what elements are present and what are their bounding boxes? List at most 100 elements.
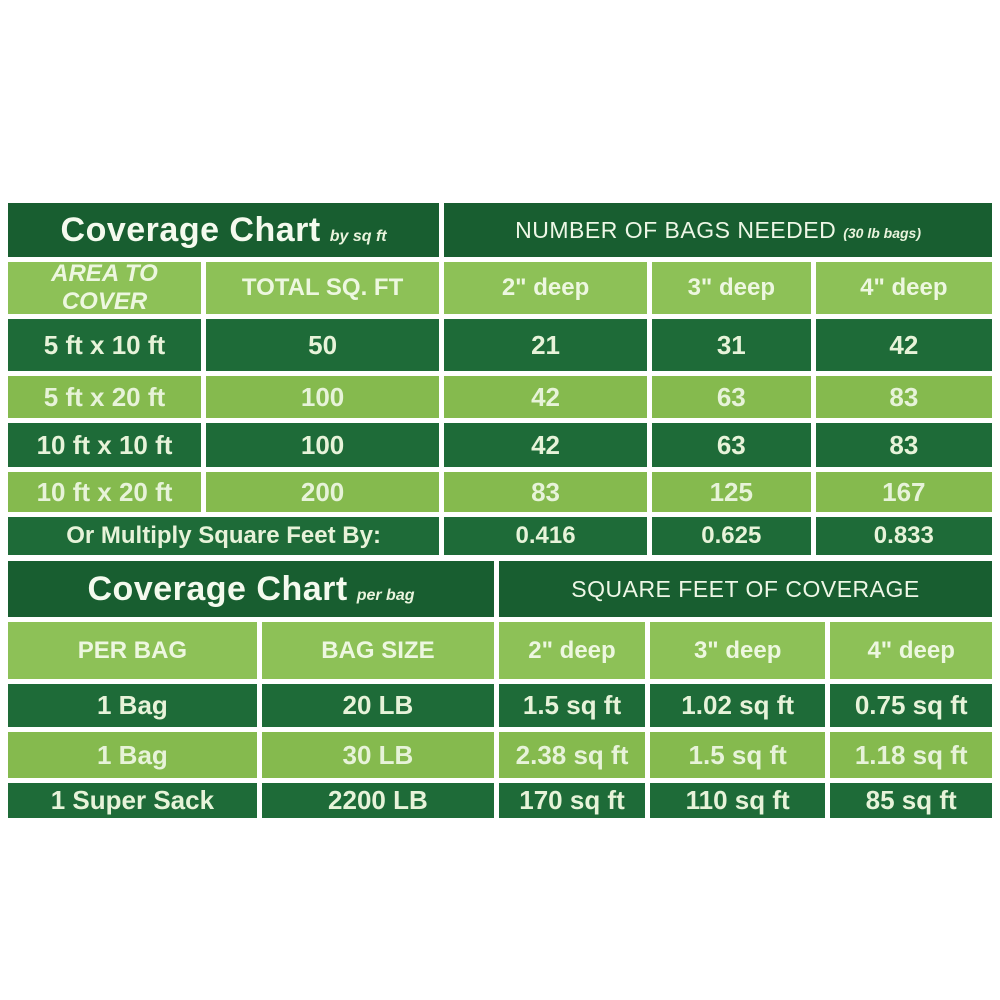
- table-cell: 110 sq ft: [649, 783, 826, 818]
- cell-value: 100: [300, 429, 345, 460]
- table-cell: 83: [815, 423, 992, 467]
- table-cell: 1.5 sq ft: [649, 732, 826, 778]
- table-cell: 63: [651, 423, 811, 467]
- table-cell: 2.38 sq ft: [499, 732, 645, 778]
- table1-value-header: NUMBER OF BAGS NEEDED: [515, 216, 837, 243]
- column-header-label: 3" deep: [687, 274, 775, 301]
- table-cell: 0.416: [444, 517, 647, 555]
- column-header-label: PER BAG: [77, 636, 188, 664]
- table-cell: 0.75 sq ft: [830, 684, 992, 727]
- table-cell: 42: [444, 423, 647, 467]
- table-cell: 1 Bag: [8, 732, 257, 778]
- cell-value: 1.5 sq ft: [688, 739, 787, 770]
- table-cell: 170 sq ft: [499, 783, 645, 818]
- cell-value: 1.02 sq ft: [681, 690, 795, 720]
- column-header-label: AREA TO COVER: [51, 262, 158, 314]
- cell-value: 1 Super Sack: [50, 785, 215, 815]
- cell-value: 63: [716, 381, 746, 412]
- table1-title-note: by sq ft: [329, 227, 387, 245]
- cell-value: 170 sq ft: [519, 785, 625, 815]
- cell-value: 0.416: [515, 522, 576, 549]
- table-cell: 5 ft x 20 ft: [8, 376, 201, 418]
- cell-value: 83: [889, 429, 919, 460]
- footer-label: Or Multiply Square Feet By:: [66, 522, 381, 549]
- table1-colheader-area: AREA TO COVER: [8, 262, 201, 314]
- table-cell: 21: [444, 319, 647, 371]
- table-cell: 2200 LB: [261, 783, 495, 818]
- cell-value: 5 ft x 10 ft: [43, 329, 166, 360]
- table-cell: 50: [205, 319, 440, 371]
- coverage-by-sqft-table: Coverage Chart by sq ft NUMBER OF BAGS N…: [8, 203, 992, 555]
- table2-colheader-2deep: 2" deep: [499, 622, 645, 679]
- table-cell: 10 ft x 10 ft: [8, 423, 201, 467]
- column-header-label: BAG SIZE: [321, 636, 435, 664]
- table-cell: 1.18 sq ft: [830, 732, 992, 778]
- table-cell: 167: [815, 472, 992, 512]
- cell-value: 10 ft x 20 ft: [36, 476, 173, 507]
- table-cell: 0.833: [815, 517, 992, 555]
- cell-value: 125: [709, 476, 753, 507]
- table1-colheader-2deep: 2" deep: [444, 262, 647, 314]
- table2-value-header: SQUARE FEET OF COVERAGE: [571, 575, 920, 602]
- table1-title: Coverage Chart: [60, 210, 321, 249]
- cell-value: 2.38 sq ft: [515, 739, 629, 770]
- table2-colheader-bagsize: BAG SIZE: [261, 622, 495, 679]
- cell-value: 10 ft x 10 ft: [36, 429, 173, 460]
- cell-value: 0.75 sq ft: [854, 690, 968, 720]
- table1-footer-label-cell: Or Multiply Square Feet By:: [8, 517, 440, 555]
- table-cell: 83: [815, 376, 992, 418]
- table1-colheader-4deep: 4" deep: [815, 262, 992, 314]
- cell-value: 0.833: [873, 522, 934, 549]
- table1-value-header-note: (30 lb bags): [843, 224, 921, 241]
- chart-wrap: Coverage Chart by sq ft NUMBER OF BAGS N…: [8, 203, 992, 818]
- cell-value: 42: [531, 429, 560, 460]
- cell-value: 42: [889, 329, 919, 360]
- cell-value: 20 LB: [342, 690, 414, 720]
- column-header-label: 4" deep: [867, 636, 955, 664]
- cell-value: 83: [889, 381, 919, 412]
- cell-value: 31: [716, 329, 746, 360]
- cell-value: 5 ft x 20 ft: [43, 381, 166, 412]
- table-cell: 42: [815, 319, 992, 371]
- cell-value: 83: [531, 476, 560, 507]
- table2-title-line: Coverage Chart per bag: [88, 570, 415, 609]
- cell-value: 21: [531, 329, 560, 360]
- cell-value: 2200 LB: [328, 785, 428, 815]
- cell-value: 0.625: [701, 522, 762, 549]
- cell-value: 100: [300, 381, 345, 412]
- cell-value: 110 sq ft: [685, 785, 790, 815]
- table2-colheader-4deep: 4" deep: [830, 622, 992, 679]
- table-cell: 20 LB: [261, 684, 495, 727]
- table2-title-cell: Coverage Chart per bag: [8, 561, 495, 617]
- table-cell: 5 ft x 10 ft: [8, 319, 201, 371]
- table-cell: 1.5 sq ft: [499, 684, 645, 727]
- cell-value: 42: [531, 381, 560, 412]
- cell-value: 1.5 sq ft: [522, 690, 622, 720]
- table1-value-header-line: NUMBER OF BAGS NEEDED (30 lb bags): [515, 217, 921, 244]
- table-cell: 100: [205, 423, 440, 467]
- table-cell: 1.02 sq ft: [649, 684, 826, 727]
- table-cell: 30 LB: [261, 732, 495, 778]
- coverage-per-bag-table: Coverage Chart per bag SQUARE FEET OF CO…: [8, 561, 992, 818]
- cell-value: 1 Bag: [97, 739, 168, 770]
- column-header-label: 2" deep: [528, 636, 616, 664]
- table1-colheader-3deep: 3" deep: [651, 262, 811, 314]
- table-cell: 0.625: [651, 517, 811, 555]
- cell-value: 85 sq ft: [865, 785, 957, 815]
- table2-colheader-3deep: 3" deep: [649, 622, 826, 679]
- cell-value: 200: [300, 476, 345, 507]
- table-cell: 125: [651, 472, 811, 512]
- table-cell: 100: [205, 376, 440, 418]
- table-cell: 1 Bag: [8, 684, 257, 727]
- table2-colheader-perbag: PER BAG: [8, 622, 257, 679]
- cell-value: 1 Bag: [97, 690, 168, 720]
- table1-value-header-cell: NUMBER OF BAGS NEEDED (30 lb bags): [444, 203, 992, 257]
- table-cell: 31: [651, 319, 811, 371]
- table1-colheader-totalsqft: TOTAL SQ. FT: [205, 262, 440, 314]
- table-cell: 1 Super Sack: [8, 783, 257, 818]
- column-header-label: TOTAL SQ. FT: [241, 274, 404, 301]
- column-header-label: 2" deep: [501, 274, 590, 301]
- cell-value: 167: [882, 476, 926, 507]
- table-cell: 85 sq ft: [830, 783, 992, 818]
